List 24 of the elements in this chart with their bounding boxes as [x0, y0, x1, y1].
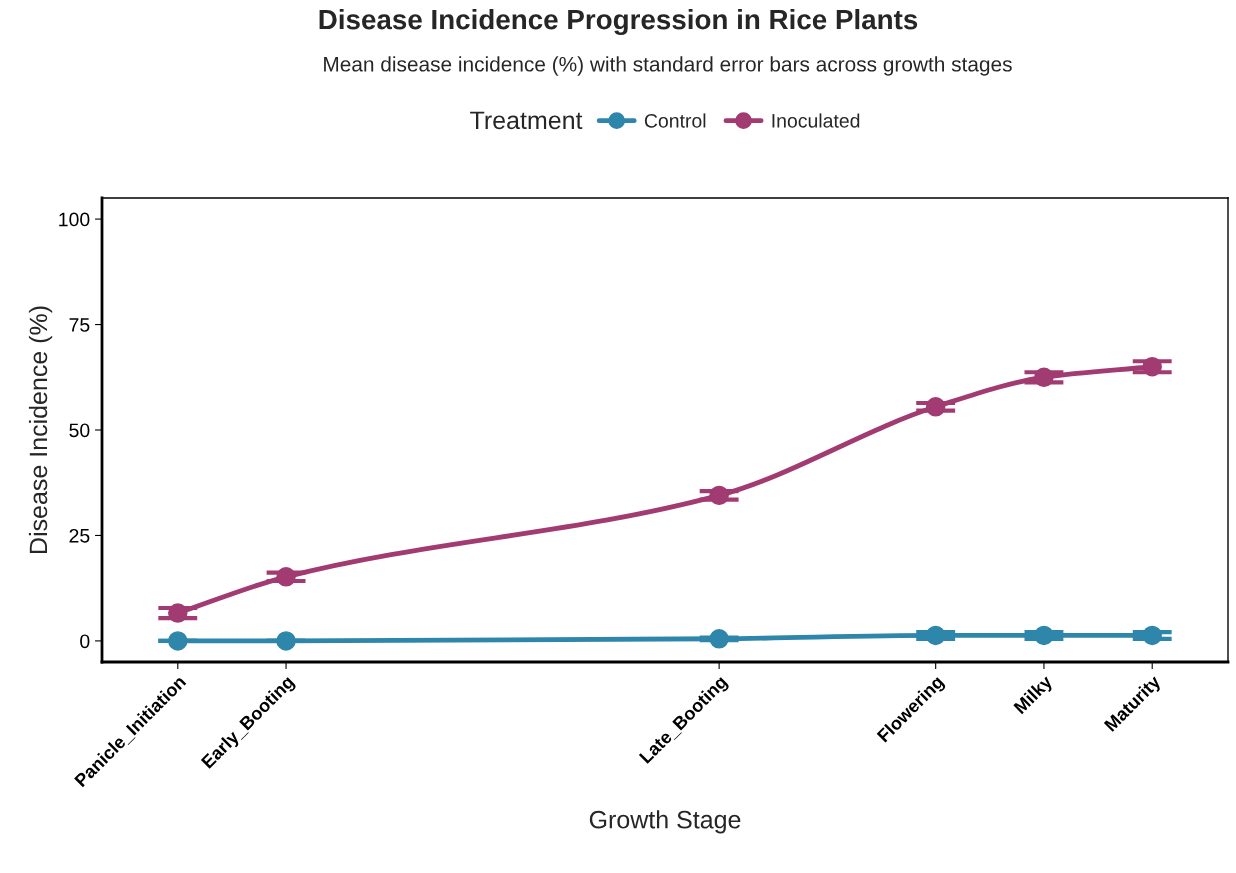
legend-label: Inoculated [772, 113, 860, 128]
y-tick-label: 100 [59, 212, 90, 227]
y-tick-label: 0 [80, 634, 90, 649]
point [168, 603, 188, 623]
point [168, 631, 188, 651]
y-tick-label: 25 [69, 528, 90, 543]
y-tick-label: 75 [69, 318, 90, 332]
point [709, 485, 729, 506]
y-axis-title: Disease Incidence (%) [28, 306, 53, 553]
point [1142, 625, 1162, 646]
point [1142, 357, 1162, 377]
x-axis-title: Growth Stage [589, 810, 741, 834]
chart-title: Disease Incidence Progression in Rice Plants [319, 8, 918, 36]
point [276, 567, 296, 587]
legend-label: Control [644, 113, 706, 128]
legend-title: Treatment [470, 111, 583, 130]
point [925, 625, 946, 646]
point [925, 397, 946, 417]
chart-subtitle: Mean disease incidence (%) with standard error bars across growth stages [324, 56, 1012, 76]
y-tick-label: 50 [69, 423, 90, 438]
point [276, 631, 296, 651]
point [1034, 367, 1054, 387]
point [709, 629, 729, 649]
point [1034, 625, 1054, 646]
